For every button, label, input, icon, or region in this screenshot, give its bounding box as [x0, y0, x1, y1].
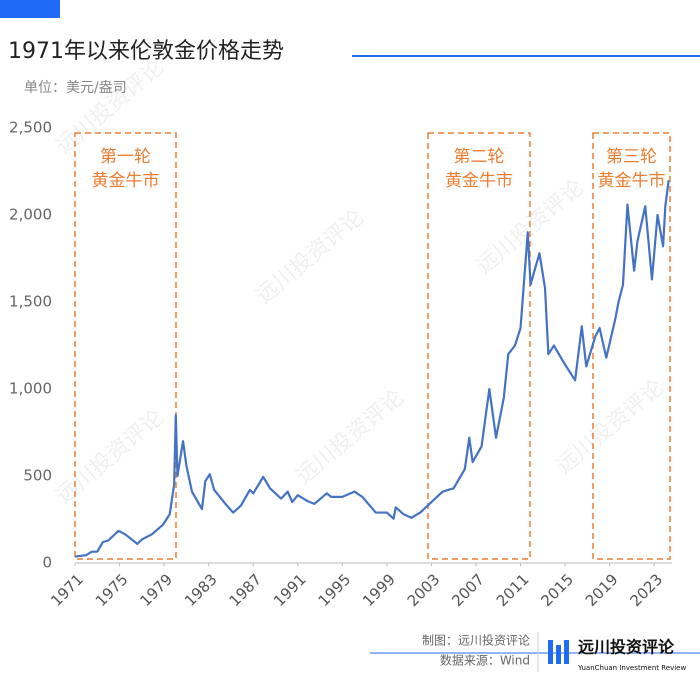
x-tick-label: 2023	[626, 570, 666, 610]
highlight-box	[427, 132, 531, 560]
x-tick-label: 1975	[92, 570, 132, 610]
annotation: 黄金牛市	[598, 171, 666, 191]
watermark: 远川投资评论	[52, 405, 169, 509]
credit: 制图：远川投资评论	[422, 633, 530, 648]
chart-title: 1971年以来伦敦金价格走势	[8, 39, 284, 64]
subtitle: 单位：美元/盎司	[24, 80, 127, 96]
annotation: 第三轮	[606, 147, 657, 167]
x-tick-label: 2015	[537, 570, 577, 610]
price-line	[74, 180, 670, 558]
highlight-box	[74, 132, 177, 560]
y-tick-label: 2,500	[9, 119, 52, 137]
watermark: 远川投资评论	[52, 55, 169, 159]
x-tick-label: 1991	[270, 570, 310, 610]
annotation: 黄金牛市	[445, 171, 513, 191]
logo-text: 远川投资评论	[578, 638, 675, 657]
y-tick-label: 1,000	[9, 380, 52, 398]
y-tick-label: 500	[23, 467, 52, 485]
source: 数据来源：Wind	[440, 653, 530, 668]
y-tick-label: 0	[42, 554, 52, 572]
annotation: 第一轮	[100, 147, 151, 167]
header-bar	[0, 0, 60, 18]
watermark: 远川投资评论	[252, 205, 369, 309]
y-tick-label: 2,000	[9, 206, 52, 224]
logo-en: YuanChuan Investment Review	[577, 664, 686, 672]
x-tick-label: 1983	[181, 570, 221, 610]
annotation: 黄金牛市	[92, 171, 160, 191]
x-tick-label: 1995	[315, 570, 355, 610]
x-tick-label: 2019	[582, 570, 622, 610]
x-tick-label: 1979	[136, 570, 176, 610]
watermark: 远川投资评论	[292, 385, 409, 489]
logo-icon	[548, 640, 569, 664]
x-tick-label: 2011	[493, 570, 533, 610]
x-tick-label: 1987	[225, 570, 265, 610]
y-tick-label: 1,500	[9, 293, 52, 311]
x-tick-label: 2007	[448, 570, 488, 610]
x-tick-label: 1971	[47, 570, 87, 610]
watermark: 远川投资评论	[552, 375, 669, 479]
x-tick-label: 2003	[404, 570, 444, 610]
x-tick-label: 1999	[359, 570, 399, 610]
annotation: 第二轮	[454, 147, 505, 167]
